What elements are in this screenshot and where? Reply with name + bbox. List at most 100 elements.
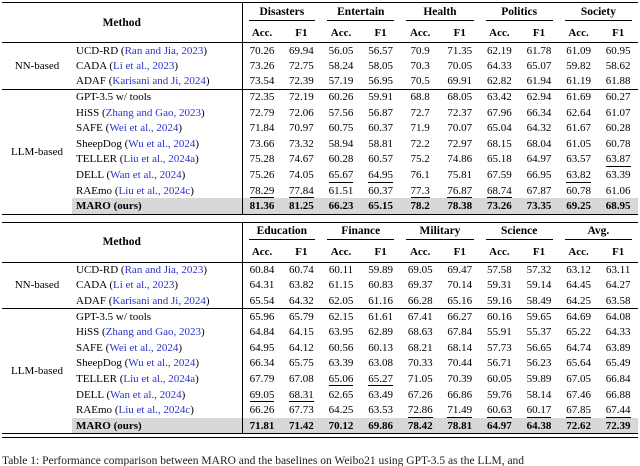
method-cell: SheepDog (Wu et al., 2024)	[76, 357, 199, 370]
value-cell: 64.25	[328, 404, 354, 417]
method-name: ADAF	[76, 294, 106, 307]
value-cell: 70.3	[410, 59, 430, 72]
value-cell: 63.53	[368, 404, 393, 417]
citation-link[interactable]: Wu et al., 2024	[128, 137, 196, 150]
metric-header: F1	[439, 23, 480, 43]
citation-link[interactable]: Liu et al., 2024c	[118, 184, 191, 197]
value-cell: 75.81	[447, 169, 473, 182]
value-cell: 81.36	[241, 198, 282, 215]
citation-link[interactable]: Karisani and Ji, 2024	[112, 75, 206, 88]
value-cell: 71.81	[241, 417, 282, 435]
value-cell: 63.42	[487, 91, 512, 104]
value-cell: 63.57	[566, 153, 591, 166]
value-cell: 60.74	[289, 264, 314, 277]
value-cell: 67.59	[487, 169, 512, 182]
method-name: GPT-3.5 w/ tools	[76, 91, 152, 104]
domain-header: Science	[480, 222, 559, 243]
value-cell: 75.26	[241, 167, 282, 183]
metric-header: F1	[439, 243, 480, 263]
value-cell: 63.12	[566, 264, 591, 277]
table-row: DELL (Wan et al., 2024) 69.05 68.31 62.65 63…	[2, 386, 638, 403]
value-cell: 69.94	[289, 44, 314, 57]
method-name: HiSS	[76, 106, 100, 119]
citation-link[interactable]: Zhang and Gao, 2023	[105, 106, 201, 119]
value-cell: 55.37	[526, 326, 552, 339]
value-cell: 56.95	[360, 73, 401, 90]
method-name: RAEmo	[76, 184, 113, 197]
metric-header: F1	[519, 243, 559, 263]
value-cell: 63.87	[605, 153, 631, 167]
citation-link[interactable]: Li et al., 2023	[112, 279, 175, 292]
value-cell: 67.79	[241, 371, 282, 387]
method-name: TELLER	[76, 153, 117, 166]
method-cell: UCD-RD (Ran and Jia, 2023)	[76, 264, 208, 277]
value-cell: 57.56	[328, 106, 354, 119]
value-cell: 57.32	[526, 264, 552, 277]
metric-header: F1	[598, 23, 638, 43]
value-cell: 72.19	[289, 91, 314, 104]
domain-header: Entertain	[321, 3, 400, 24]
value-cell: 57.58	[487, 264, 512, 277]
value-cell: 64.69	[566, 310, 591, 323]
value-cell: 71.49	[447, 404, 473, 418]
citation-link[interactable]: Liu et al., 2024a	[123, 372, 196, 385]
value-cell: 60.63	[487, 404, 512, 418]
metric-header: Acc.	[558, 243, 599, 263]
table-row: CADA (Li et al., 2023) 73.26 72.75 58.24 58.…	[2, 58, 638, 74]
citation-link[interactable]: Wan et al., 2024	[110, 169, 182, 182]
value-cell: 62.64	[566, 106, 591, 119]
citation-link[interactable]: Ran and Jia, 2023	[124, 264, 204, 277]
citation-link[interactable]: Wan et al., 2024	[110, 388, 182, 401]
value-cell: 60.17	[526, 404, 552, 418]
citation-link[interactable]: Wei et al., 2024	[109, 341, 179, 354]
value-cell: 59.65	[526, 310, 552, 323]
value-cell: 67.26	[407, 388, 433, 401]
value-cell: 70.05	[447, 59, 473, 72]
method-name: MARO (ours)	[76, 199, 142, 212]
value-cell: 69.05	[407, 264, 433, 277]
citation-link[interactable]: Ran and Jia, 2023	[124, 44, 204, 57]
citation-link[interactable]: Karisani and Ji, 2024	[112, 294, 206, 307]
value-cell: 81.25	[281, 198, 322, 215]
citation-link[interactable]: Wu et al., 2024	[128, 357, 196, 370]
method-cell: TELLER (Liu et al., 2024a)	[76, 372, 199, 385]
table-row: MARO (ours) 81.36 81.25 66.23 65.15 78.2 78.38…	[2, 198, 638, 215]
table-row: HiSS (Zhang and Gao, 2023) 72.79 72.06 57.5…	[2, 104, 638, 121]
table-caption: Table 1: Performance comparison between …	[2, 455, 525, 466]
citation-link[interactable]: Liu et al., 2024a	[123, 153, 196, 166]
citation-link[interactable]: Zhang and Gao, 2023	[105, 326, 201, 339]
value-cell: 73.32	[289, 137, 314, 150]
value-cell: 71.42	[281, 417, 322, 435]
metric-header: Acc.	[558, 23, 599, 43]
table-row: NN-based UCD-RD (Ran and Jia, 2023) 60.84 6…	[2, 262, 638, 310]
value-cell: 69.47	[447, 264, 473, 277]
value-cell: 61.05	[566, 137, 591, 150]
value-cell: 65.04	[487, 122, 512, 135]
value-cell: 60.26	[328, 91, 354, 104]
value-cell: 63.82	[566, 169, 591, 183]
value-cell: 65.64	[566, 357, 591, 370]
citation-link[interactable]: Li et al., 2023	[112, 59, 175, 72]
value-cell: 64.32	[281, 293, 322, 310]
table-row: SheepDog (Wu et al., 2024) 73.66 73.32 58.9…	[2, 136, 638, 152]
value-cell: 66.86	[447, 388, 473, 401]
value-cell: 65.06	[328, 372, 354, 387]
citation-link[interactable]: Wei et al., 2024	[109, 122, 179, 135]
value-cell: 71.9	[410, 122, 430, 135]
value-cell: 71.84	[241, 120, 282, 137]
method-cell: HiSS (Zhang and Gao, 2023)	[76, 326, 205, 339]
method-name: UCD-RD	[76, 44, 119, 57]
method-cell: DELL (Wan et al., 2024)	[76, 388, 186, 401]
value-cell: 60.83	[368, 279, 393, 292]
metric-header: Acc.	[400, 23, 440, 43]
value-cell: 77.84	[289, 184, 314, 199]
table-row: NN-based UCD-RD (Ran and Jia, 2023) 70.26 6…	[2, 42, 638, 90]
value-cell: 68.95	[598, 198, 638, 215]
value-cell: 63.95	[328, 326, 354, 339]
value-cell: 62.65	[328, 388, 354, 401]
table-row: CADA (Li et al., 2023) 64.31 63.82 61.15 60.…	[2, 277, 638, 294]
citation-link[interactable]: Liu et al., 2024c	[118, 404, 191, 417]
value-cell: 66.88	[605, 388, 631, 401]
value-cell: 69.91	[439, 73, 480, 90]
value-cell: 64.97	[479, 417, 520, 435]
